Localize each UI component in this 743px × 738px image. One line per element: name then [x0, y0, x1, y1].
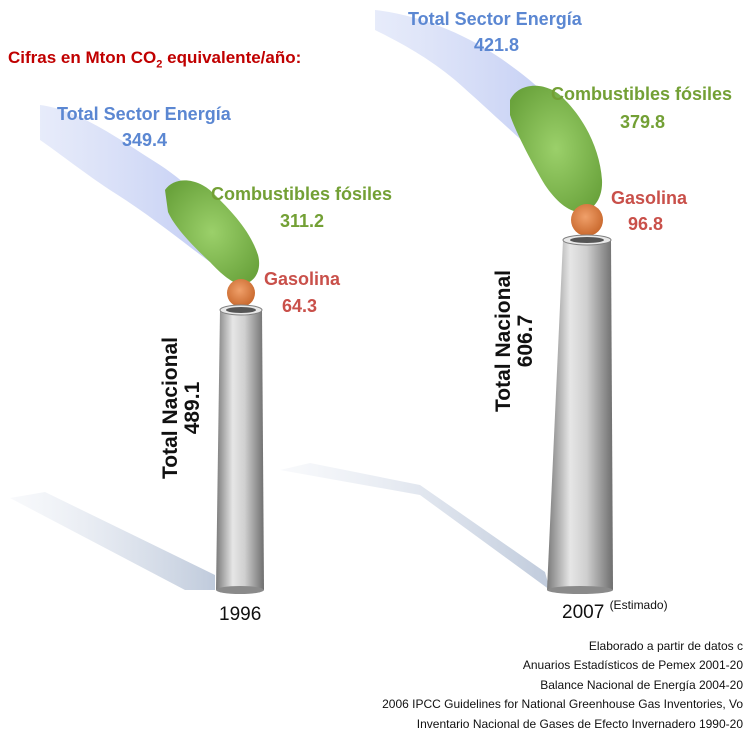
source-line-5: Inventario Nacional de Gases de Efecto I…: [416, 718, 743, 730]
stack-2007-gas-puff: [571, 204, 603, 236]
fossil-label-1996: Combustibles fósiles: [211, 184, 393, 204]
total-2007: Total Nacional 606.7: [492, 270, 538, 412]
units-label: Cifras en Mton CO2 equivalente/año:: [8, 49, 301, 70]
energy-value-2007: 421.8: [474, 35, 520, 55]
total-label-2007: Total Nacional: [492, 270, 515, 412]
fossil-value-1996: 311.2: [280, 211, 325, 231]
stack-2007-base: [547, 586, 613, 594]
fossil-value-2007: 379.8: [620, 112, 666, 132]
year-2007: 2007 (Estimado): [562, 599, 668, 623]
year-2007-note: (Estimado): [609, 598, 668, 612]
stack-2007-body: [547, 240, 613, 590]
stack-1996-shadow: [10, 492, 215, 590]
source-line-4: 2006 IPCC Guidelines for National Greenh…: [382, 698, 743, 710]
stack-2007-shadow: [280, 463, 550, 590]
units-label-subscript: 2: [156, 58, 163, 71]
year-2007-value: 2007: [562, 602, 605, 623]
fossil-label-2007: Combustibles fósiles: [551, 84, 733, 104]
total-label-1996: Total Nacional: [159, 337, 182, 479]
energy-value-1996: 349.4: [122, 130, 168, 150]
gasoline-value-2007: 96.8: [628, 214, 664, 234]
stack-1996-green-smoke: [165, 180, 260, 285]
units-label-suffix: equivalente/año:: [162, 48, 302, 67]
total-value-1996: 489.1: [181, 381, 205, 435]
gasoline-label-2007: Gasolina: [611, 188, 688, 208]
energy-label-2007: Total Sector Energía: [408, 9, 582, 29]
stack-1996-body: [216, 310, 264, 590]
total-value-2007: 606.7: [514, 314, 538, 368]
year-1996: 1996: [219, 604, 262, 625]
stack-1996: [40, 105, 264, 594]
stack-2007-green-smoke: [510, 85, 603, 212]
stack-2007: [375, 10, 613, 594]
gasoline-label-1996: Gasolina: [264, 269, 341, 289]
units-label-prefix: Cifras en Mton CO: [8, 48, 157, 67]
gasoline-value-1996: 64.3: [282, 296, 318, 316]
energy-label-1996: Total Sector Energía: [57, 104, 231, 124]
source-line-2: Anuarios Estadísticos de Pemex 2001-20: [522, 659, 743, 671]
total-1996: Total Nacional 489.1: [159, 337, 205, 479]
source-line-3: Balance Nacional de Energía 2004-20: [540, 679, 743, 691]
stack-1996-base: [216, 586, 264, 594]
source-line-1: Elaborado a partir de datos c: [588, 640, 743, 652]
stack-1996-gas-puff: [227, 279, 255, 307]
